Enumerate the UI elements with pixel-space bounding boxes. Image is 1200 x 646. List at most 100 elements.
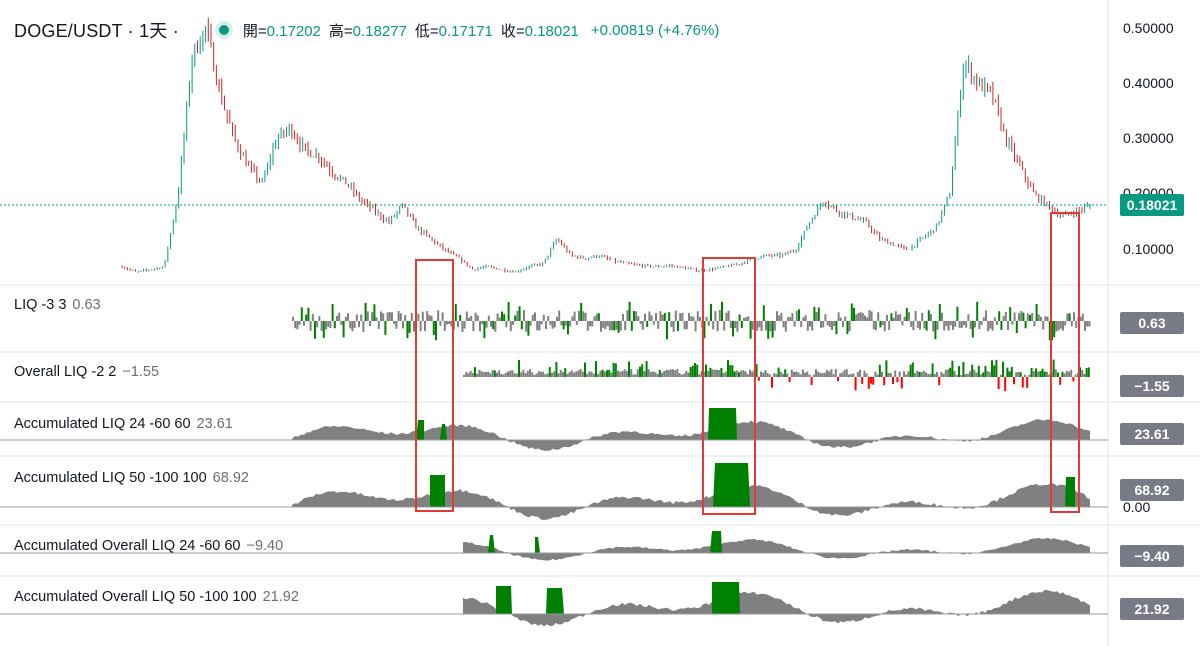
liq-bar [822, 321, 825, 328]
liq-bar [498, 317, 501, 321]
overall-liq-bar [496, 372, 498, 377]
acc-liq-24-highlight [416, 420, 424, 440]
overall-liq-bar [768, 374, 771, 377]
liq-bar [729, 321, 732, 329]
liq-bar [670, 321, 673, 328]
overall-liq-bar [1059, 377, 1062, 385]
liq-bar [861, 313, 864, 321]
liq-bar [1002, 316, 1005, 321]
liq-bar [1009, 307, 1012, 321]
liq-bar [639, 321, 642, 325]
liq-bar [567, 321, 569, 335]
liq-bar [941, 312, 943, 321]
liq-bar [936, 321, 939, 330]
overall-liq-bar [1015, 372, 1018, 377]
overall-liq-bar [707, 370, 710, 377]
liq-bar [932, 321, 935, 332]
acc-liq-24-highlight [440, 424, 447, 440]
overall-liq-bar [617, 370, 619, 377]
overall-liq-bar [513, 373, 516, 377]
liq-bar [811, 321, 814, 331]
pane-label-acc-liq-24[interactable]: Accumulated LIQ 24 -60 60 23.61 [14, 416, 233, 432]
overall-liq-bar [815, 369, 817, 377]
overall-liq-bar [500, 373, 503, 377]
liq-bar [366, 311, 369, 321]
liq-bar [998, 311, 1001, 321]
pane-label-overall-liq[interactable]: Overall LIQ -2 2 −1.55 [14, 364, 160, 380]
liq-bar [606, 321, 609, 327]
overall-liq-bar [630, 369, 633, 377]
pane-label-acc-overall-50[interactable]: Accumulated Overall LIQ 50 -100 100 21.92 [14, 589, 299, 605]
liq-bar [692, 316, 695, 321]
liq-bar [413, 321, 415, 332]
liq-bar [402, 321, 404, 329]
liq-bar [1068, 313, 1071, 321]
liq-bar [1044, 316, 1047, 321]
overall-liq-bar [975, 372, 978, 377]
liq-bar [391, 312, 393, 321]
overall-liq-bar [784, 369, 787, 377]
pane-label-acc-overall-24[interactable]: Accumulated Overall LIQ 24 -60 60 −9.40 [14, 538, 284, 554]
liq-bar [613, 321, 616, 331]
liq-bar [1062, 321, 1064, 331]
liq-bar [329, 321, 332, 328]
overall-liq-bar [1017, 371, 1020, 377]
pane-label-liq[interactable]: LIQ -3 3 0.63 [14, 297, 101, 313]
liq-bar [441, 312, 444, 321]
acc-overall-50-value-badge: 21.92 [1120, 598, 1184, 620]
overall-liq-bar [1028, 374, 1031, 377]
price-tick: 0.30000 [1123, 130, 1174, 146]
liq-bar [454, 304, 457, 321]
liq-bar [765, 321, 767, 331]
liq-bar [327, 321, 330, 327]
overall-liq-bar [903, 371, 905, 377]
overall-liq-bar [960, 374, 963, 377]
overall-liq-bar [817, 371, 820, 377]
overall-liq-bar [779, 371, 782, 377]
overall-liq-bar [665, 369, 668, 377]
liq-bar [395, 321, 398, 329]
liq-bar [982, 317, 985, 321]
overall-liq-bar [731, 365, 734, 377]
liq-bar [476, 315, 479, 321]
liq-bar [679, 313, 682, 321]
overall-liq-bar [540, 371, 542, 377]
liq-bar [494, 321, 497, 332]
liq-bar [835, 321, 838, 335]
liq-bar [883, 321, 886, 332]
overall-liq-bar [808, 374, 811, 377]
overall-liq-bar [1087, 367, 1090, 377]
liq-bar [890, 313, 893, 321]
overall-liq-bar [775, 374, 778, 377]
liq-bar [595, 314, 598, 321]
overall-liq-bar [507, 371, 509, 377]
acc-liq-50-value-badge: 68.92 [1120, 479, 1184, 501]
liq-bar [989, 321, 992, 329]
acc-overall-24-value-badge: −9.40 [1120, 545, 1184, 567]
liq-bar [586, 321, 589, 331]
liq-bar [472, 321, 475, 332]
liq-bar [769, 321, 772, 332]
overall-liq-bar [920, 372, 923, 377]
liq-bar [589, 321, 591, 327]
liq-bar [833, 321, 836, 327]
liq-bar [934, 321, 937, 340]
overall-liq-bar [533, 374, 536, 377]
overall-liq-bar [573, 372, 575, 377]
liq-bar [1079, 316, 1082, 321]
symbol-title[interactable]: DOGE/USDT · 1天 · [14, 21, 179, 41]
liq-bar [465, 311, 468, 321]
liq-bar [597, 313, 600, 321]
pane-label-acc-liq-50[interactable]: Accumulated LIQ 50 -100 100 68.92 [14, 470, 249, 486]
highlight-boxes [415, 212, 1080, 515]
liq-bar [848, 321, 851, 332]
liq-bar [870, 311, 873, 321]
liq-bar [960, 321, 963, 328]
liq-bar [633, 311, 635, 321]
liq-bar [930, 313, 932, 321]
liq-bar [694, 321, 697, 332]
liq-bar [980, 321, 983, 326]
liq-bar [593, 316, 596, 321]
overall-liq-bar [647, 369, 650, 377]
